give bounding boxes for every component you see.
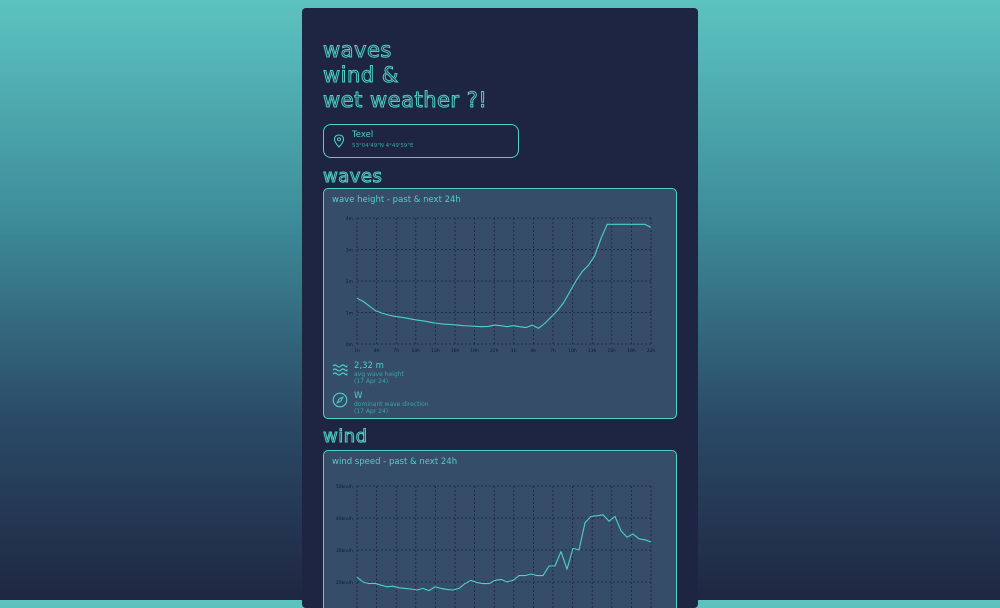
- wave-direction-stat: W dominant wave direction (17 Apr 24): [332, 391, 429, 415]
- x-tick-label: 7h: [393, 348, 399, 354]
- wave-direction-value: W: [354, 391, 363, 401]
- y-tick-label: 50km/h: [336, 484, 353, 490]
- avg-wave-height-stat: 2,32 m avg wave height (17 Apr 24): [332, 361, 404, 385]
- title-line-1: waves: [323, 38, 392, 63]
- y-tick-label: 1m: [346, 311, 353, 317]
- avg-wave-height-value: 2,32 m: [354, 361, 384, 371]
- x-tick-label: 19h: [627, 348, 636, 354]
- x-tick-label: 22h: [490, 348, 499, 354]
- wind-speed-panel: wind speed - past & next 24h 50km/h 40km/…: [323, 450, 677, 608]
- waves-section-title: waves: [322, 166, 383, 188]
- location-coords: 53°04'49"N 4°49'59"E: [352, 143, 414, 149]
- app-title: waves wind & wet weather ?!: [322, 38, 488, 113]
- x-tick-label: 4h: [531, 348, 537, 354]
- wave-height-chart: 0m 1m 2m 3m 4m 1h 4h 7h 10h 13h 16h 19h 22h 1h 4h 7h 10h…: [346, 216, 656, 354]
- x-tick-label: 4h: [374, 348, 380, 354]
- waves-icon: [332, 364, 348, 376]
- x-tick-label: 13h: [588, 348, 597, 354]
- y-tick-label: 30km/h: [336, 548, 353, 554]
- y-tick-label: 40km/h: [336, 516, 353, 522]
- wave-height-panel: wave height - past & next 24h 0m 1m 2m 3m 4m…: [323, 188, 677, 419]
- title-line-2: wind &: [323, 63, 399, 88]
- series-line: [356, 514, 652, 592]
- x-tick-label: 1h: [511, 348, 517, 354]
- wave-chart-title: wave height - past & next 24h: [332, 195, 461, 205]
- y-tick-label: 0m: [346, 342, 353, 348]
- y-tick-label: 2m: [346, 279, 353, 285]
- app-card: waves wind & wet weather ?! Texel 53°04'…: [302, 8, 698, 608]
- compass-icon: [332, 392, 348, 408]
- map-pin-icon: [333, 134, 345, 148]
- x-tick-label: 10h: [568, 348, 577, 354]
- y-tick-label: 3m: [346, 248, 353, 254]
- avg-wave-height-date: (17 Apr 24): [354, 378, 389, 385]
- wind-chart-title: wind speed - past & next 24h: [332, 457, 458, 467]
- avg-wave-height-label: avg wave height: [354, 371, 404, 378]
- x-tick-label: 16h: [451, 348, 460, 354]
- wind-speed-chart: 50km/h 40km/h 30km/h 20km/h: [336, 484, 652, 608]
- x-tick-label: 1h: [354, 348, 360, 354]
- y-tick-label: 4m: [346, 216, 353, 222]
- x-tick-label: 22h: [647, 348, 656, 354]
- x-tick-label: 19h: [470, 348, 479, 354]
- x-tick-label: 10h: [412, 348, 421, 354]
- wave-direction-label: dominant wave direction: [354, 401, 429, 408]
- x-tick-label: 7h: [550, 348, 556, 354]
- location-name: Texel: [352, 130, 374, 140]
- wind-section-title: wind: [323, 426, 368, 448]
- y-tick-label: 20km/h: [336, 580, 353, 586]
- series-line: [356, 223, 652, 329]
- location-selector[interactable]: Texel 53°04'49"N 4°49'59"E: [323, 124, 519, 158]
- title-line-3: wet weather ?!: [322, 88, 488, 113]
- x-tick-label: 16h: [608, 348, 617, 354]
- wave-direction-date: (17 Apr 24): [354, 408, 389, 415]
- x-tick-label: 13h: [431, 348, 440, 354]
